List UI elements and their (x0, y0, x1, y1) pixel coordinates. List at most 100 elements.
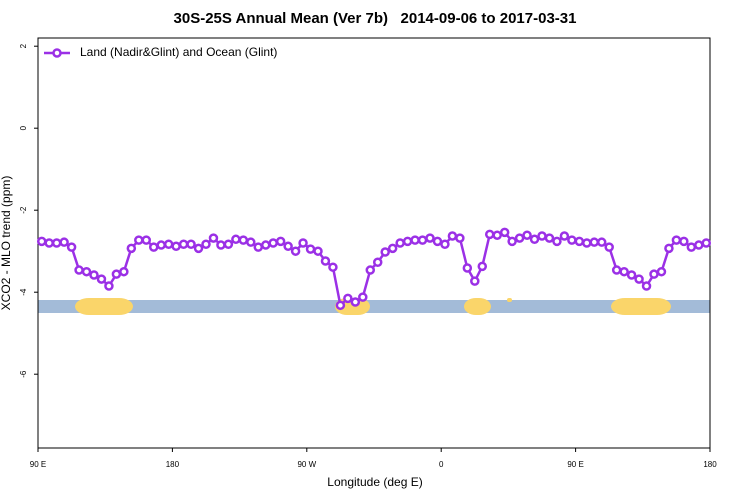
data-point (275, 236, 286, 247)
data-point (51, 238, 62, 248)
data-point (268, 238, 278, 248)
y-tick-label: -2 (19, 206, 28, 214)
y-tick-label: -4 (19, 288, 28, 296)
land-band (75, 298, 133, 315)
data-point (440, 239, 450, 249)
data-point (313, 246, 323, 256)
data-point (126, 243, 137, 254)
data-point (223, 239, 234, 249)
data-point (567, 235, 577, 245)
data-point (320, 256, 331, 266)
data-point (611, 265, 622, 275)
data-point (417, 235, 428, 245)
data-point (119, 266, 129, 277)
land-band (464, 298, 491, 315)
land-band (507, 298, 512, 302)
ocean-band (38, 300, 710, 313)
data-point (484, 229, 495, 240)
data-point (231, 234, 241, 245)
data-point (201, 239, 211, 249)
data-point (186, 239, 196, 249)
x-axis-label: Longitude (deg E) (327, 475, 422, 489)
data-point (44, 238, 54, 248)
data-point (596, 237, 607, 247)
data-point (686, 242, 697, 252)
data-point (372, 257, 383, 268)
y-axis-label: XCO2 - MLO trend (ppm) (0, 176, 13, 311)
data-point (104, 281, 114, 291)
data-point (447, 231, 458, 241)
data-point (298, 238, 308, 248)
data-point (365, 265, 376, 275)
data-point (66, 242, 77, 252)
data-point (193, 243, 204, 254)
data-point (499, 227, 510, 238)
data-point (290, 246, 301, 256)
legend-marker (52, 48, 62, 58)
data-point (208, 233, 219, 243)
data-point (470, 276, 480, 286)
data-point (216, 240, 226, 250)
data-point (656, 266, 667, 277)
data-point (380, 247, 390, 257)
data-point (141, 235, 152, 245)
data-point (529, 234, 540, 245)
data-point (544, 233, 555, 243)
x-tick-label: 90 E (30, 460, 46, 469)
data-point (477, 261, 488, 272)
land-band (611, 298, 671, 315)
data-point (619, 266, 629, 277)
data-point (410, 235, 420, 245)
data-point (559, 231, 570, 241)
x-tick-label: 180 (166, 460, 180, 469)
data-point (89, 270, 99, 280)
data-point (163, 239, 174, 249)
x-tick-label: 180 (703, 460, 717, 469)
data-point (283, 241, 293, 252)
data-point (582, 238, 592, 248)
y-tick-label: -6 (19, 370, 28, 378)
data-point (641, 281, 652, 291)
data-point (36, 236, 47, 247)
data-point (238, 235, 249, 245)
data-point (455, 233, 465, 243)
x-tick-label: 90 W (297, 460, 316, 469)
data-point (246, 237, 256, 247)
data-point (604, 242, 614, 252)
data-point (387, 243, 398, 254)
data-point (522, 230, 532, 240)
data-point (74, 265, 84, 275)
y-tick-label: 2 (19, 43, 28, 48)
data-point (664, 243, 674, 254)
data-point (253, 242, 264, 252)
data-point (552, 236, 562, 247)
data-point (492, 230, 502, 240)
data-point (148, 242, 159, 252)
data-point (701, 238, 712, 248)
data-point (634, 274, 644, 284)
data-point (260, 240, 271, 250)
data-point (81, 266, 92, 277)
data-point (402, 236, 413, 247)
data-point (171, 241, 181, 252)
data-point (134, 235, 144, 245)
data-point (432, 236, 443, 247)
data-point (305, 244, 316, 254)
surface-band (38, 298, 710, 315)
data-point (111, 269, 122, 279)
data-point (350, 297, 361, 307)
x-tick-label: 0 (439, 460, 444, 469)
data-point (358, 292, 368, 302)
y-tick-label: 0 (19, 125, 28, 130)
data-point (574, 236, 585, 247)
data-point (537, 231, 547, 241)
data-point (626, 270, 637, 280)
data-point (671, 235, 682, 245)
data-point (156, 240, 166, 250)
data-point (514, 233, 525, 243)
data-point (462, 263, 473, 273)
data-point (328, 262, 338, 272)
data-point (178, 239, 189, 249)
data-point (649, 269, 659, 279)
